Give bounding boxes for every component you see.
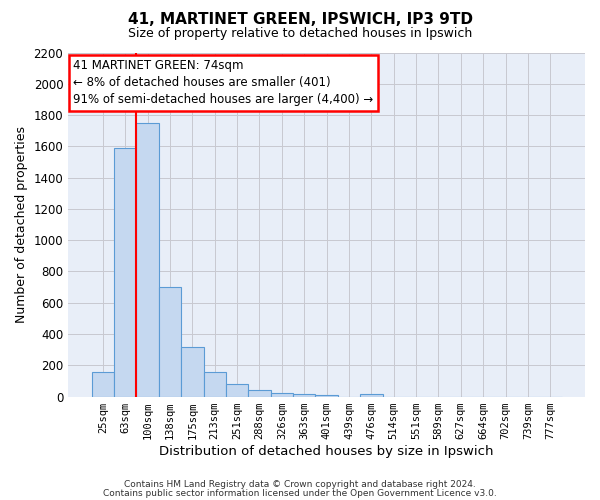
Text: Size of property relative to detached houses in Ipswich: Size of property relative to detached ho… [128,28,472,40]
Bar [136,123,159,396]
X-axis label: Distribution of detached houses by size in Ipswich: Distribution of detached houses by size … [160,444,494,458]
Bar [181,348,203,397]
Text: 41 MARTINET GREEN: 74sqm
← 8% of detached houses are smaller (401)
91% of semi-d: 41 MARTINET GREEN: 74sqm ← 8% of detache… [73,60,374,106]
Bar [92,372,114,396]
Bar [226,384,248,396]
Bar [114,148,136,396]
Bar [203,372,226,396]
Text: Contains HM Land Registry data © Crown copyright and database right 2024.: Contains HM Land Registry data © Crown c… [124,480,476,489]
Y-axis label: Number of detached properties: Number of detached properties [15,126,28,323]
Bar [271,392,293,396]
Text: 41, MARTINET GREEN, IPSWICH, IP3 9TD: 41, MARTINET GREEN, IPSWICH, IP3 9TD [128,12,473,28]
Bar [159,287,181,397]
Bar [316,395,338,396]
Bar [360,394,383,396]
Bar [248,390,271,396]
Text: Contains public sector information licensed under the Open Government Licence v3: Contains public sector information licen… [103,488,497,498]
Bar [293,394,316,396]
